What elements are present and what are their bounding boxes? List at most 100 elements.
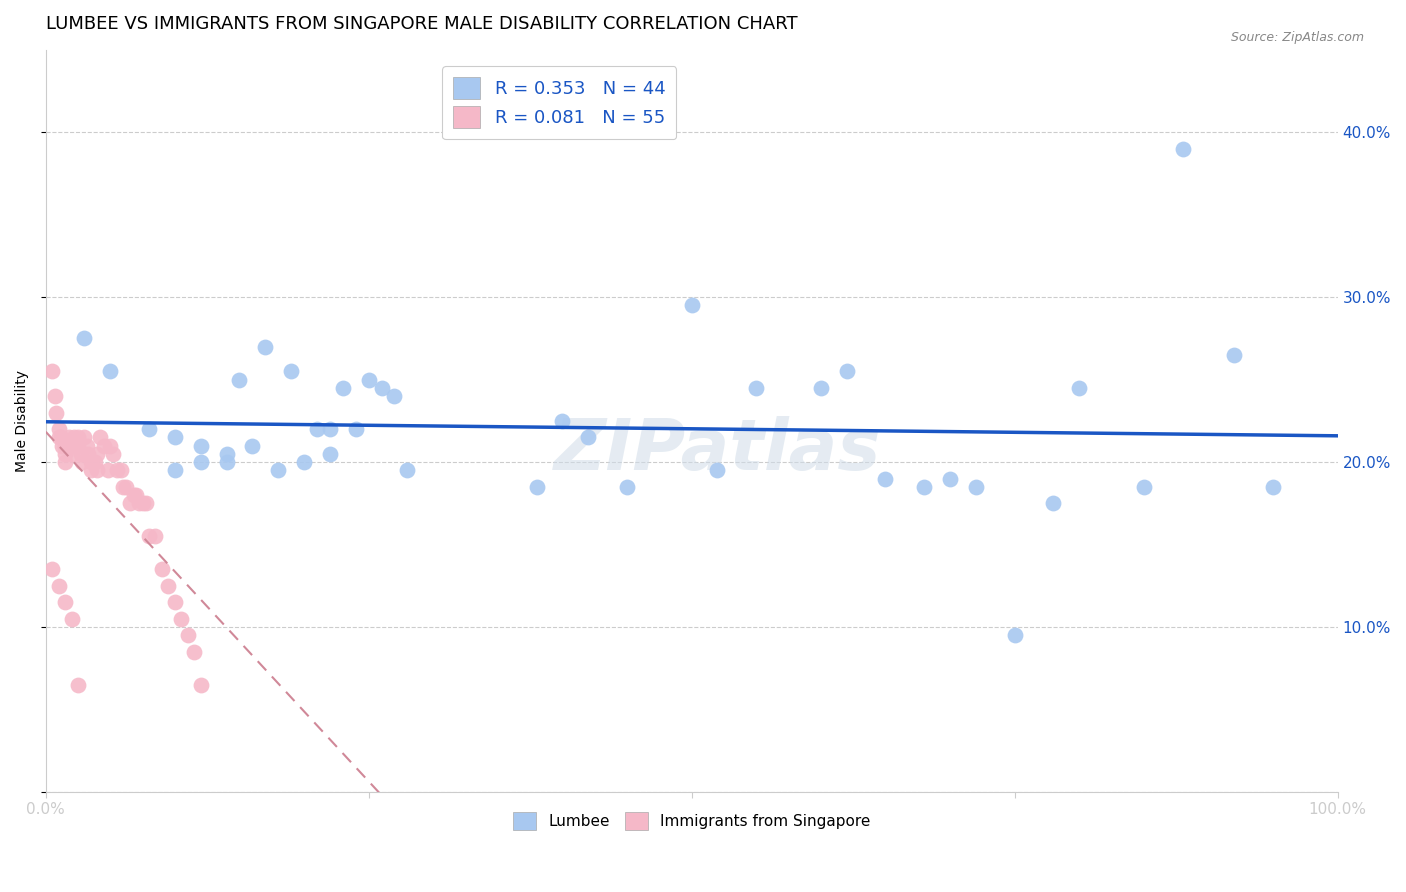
Point xyxy=(98,439,121,453)
Point xyxy=(242,439,264,453)
Point xyxy=(280,364,302,378)
Point xyxy=(228,373,250,387)
Point xyxy=(45,406,67,420)
Point xyxy=(157,579,180,593)
Text: Source: ZipAtlas.com: Source: ZipAtlas.com xyxy=(1230,31,1364,45)
Point xyxy=(163,595,186,609)
Point xyxy=(745,381,768,395)
Point xyxy=(706,463,728,477)
Point xyxy=(66,430,89,444)
Point xyxy=(48,579,70,593)
Point xyxy=(267,463,290,477)
Point xyxy=(215,455,238,469)
Point xyxy=(60,612,83,626)
Point xyxy=(576,430,599,444)
Point xyxy=(215,447,238,461)
Point xyxy=(41,364,63,378)
Point xyxy=(66,678,89,692)
Point xyxy=(41,562,63,576)
Point xyxy=(183,645,205,659)
Point xyxy=(53,439,76,453)
Point xyxy=(1261,480,1284,494)
Point xyxy=(912,480,935,494)
Point xyxy=(77,447,100,461)
Point xyxy=(177,628,200,642)
Point xyxy=(70,455,93,469)
Point xyxy=(58,430,80,444)
Point xyxy=(86,463,108,477)
Point xyxy=(51,430,73,444)
Point xyxy=(810,381,832,395)
Point xyxy=(48,430,70,444)
Point xyxy=(53,595,76,609)
Point xyxy=(76,439,98,453)
Point xyxy=(190,455,212,469)
Point xyxy=(344,422,367,436)
Point xyxy=(118,496,141,510)
Point xyxy=(1004,628,1026,642)
Point xyxy=(69,447,91,461)
Point xyxy=(1171,142,1194,156)
Point xyxy=(98,364,121,378)
Point xyxy=(939,472,962,486)
Point xyxy=(1069,381,1091,395)
Point xyxy=(145,529,167,543)
Point xyxy=(1042,496,1064,510)
Point xyxy=(110,463,132,477)
Point xyxy=(80,455,103,469)
Point xyxy=(319,447,342,461)
Point xyxy=(66,439,89,453)
Y-axis label: Male Disability: Male Disability xyxy=(15,370,30,472)
Point xyxy=(60,439,83,453)
Point xyxy=(125,488,148,502)
Point xyxy=(86,447,108,461)
Point xyxy=(97,463,120,477)
Point xyxy=(305,422,328,436)
Point xyxy=(135,496,157,510)
Point xyxy=(332,381,354,395)
Point xyxy=(190,439,212,453)
Point xyxy=(44,389,66,403)
Point xyxy=(53,447,76,461)
Point xyxy=(1223,348,1246,362)
Point xyxy=(138,422,160,436)
Point xyxy=(80,463,103,477)
Point xyxy=(60,447,83,461)
Point xyxy=(526,480,548,494)
Point xyxy=(101,447,124,461)
Point xyxy=(128,496,150,510)
Point xyxy=(73,331,96,345)
Text: ZIPatlas: ZIPatlas xyxy=(554,416,882,485)
Point xyxy=(170,612,193,626)
Point xyxy=(150,562,173,576)
Point xyxy=(63,430,86,444)
Text: LUMBEE VS IMMIGRANTS FROM SINGAPORE MALE DISABILITY CORRELATION CHART: LUMBEE VS IMMIGRANTS FROM SINGAPORE MALE… xyxy=(45,15,797,33)
Point xyxy=(292,455,315,469)
Point xyxy=(51,439,73,453)
Point xyxy=(875,472,897,486)
Legend: Lumbee, Immigrants from Singapore: Lumbee, Immigrants from Singapore xyxy=(506,805,876,837)
Point xyxy=(131,496,153,510)
Point xyxy=(163,463,186,477)
Point xyxy=(681,298,703,312)
Point xyxy=(138,529,160,543)
Point xyxy=(83,455,105,469)
Point xyxy=(114,480,136,494)
Point xyxy=(384,389,406,403)
Point xyxy=(357,373,380,387)
Point xyxy=(396,463,419,477)
Point xyxy=(112,480,135,494)
Point xyxy=(370,381,392,395)
Point xyxy=(122,488,145,502)
Point xyxy=(551,414,574,428)
Point xyxy=(190,678,212,692)
Point xyxy=(53,455,76,469)
Point xyxy=(48,422,70,436)
Point xyxy=(319,422,342,436)
Point xyxy=(835,364,858,378)
Point xyxy=(163,430,186,444)
Point xyxy=(1133,480,1156,494)
Point xyxy=(254,340,277,354)
Point xyxy=(105,463,128,477)
Point xyxy=(616,480,638,494)
